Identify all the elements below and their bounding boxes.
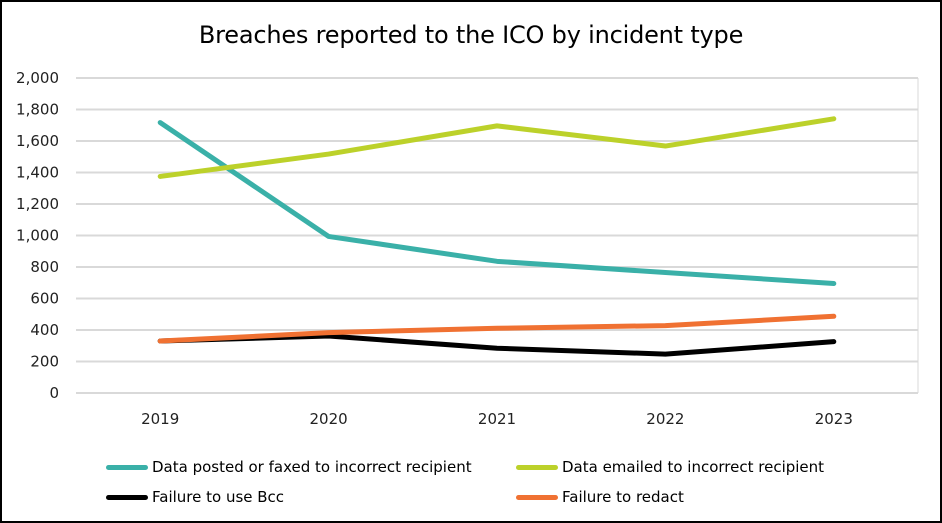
y-tick-label: 200 bbox=[30, 353, 59, 371]
x-axis-tick-labels: 2019 2020 2021 2022 2023 bbox=[141, 410, 853, 428]
series-line-3 bbox=[157, 313, 837, 344]
y-axis-tick-labels: 0 200 400 600 800 1,000 1,200 1,400 1,600 1,800 2,… bbox=[16, 69, 59, 402]
y-tick-label: 1,400 bbox=[16, 164, 59, 182]
x-tick-label: 2020 bbox=[310, 410, 348, 428]
series-line-2 bbox=[157, 333, 837, 357]
y-tick-label: 1,000 bbox=[16, 227, 59, 245]
x-tick-label: 2019 bbox=[141, 410, 179, 428]
y-tick-label: 1,800 bbox=[16, 101, 59, 119]
y-tick-label: 2,000 bbox=[16, 69, 59, 87]
x-tick-label: 2022 bbox=[646, 410, 684, 428]
y-tick-label: 400 bbox=[30, 321, 59, 339]
series-line-1 bbox=[157, 116, 837, 179]
x-tick-label: 2021 bbox=[478, 410, 516, 428]
x-tick-label: 2023 bbox=[815, 410, 853, 428]
y-tick-label: 0 bbox=[49, 384, 59, 402]
y-tick-label: 1,600 bbox=[16, 132, 59, 150]
chart-title: Breaches reported to the ICO by incident… bbox=[198, 21, 744, 49]
y-tick-label: 1,200 bbox=[16, 195, 59, 213]
y-tick-label: 800 bbox=[30, 258, 59, 276]
series-lines bbox=[157, 116, 837, 357]
y-tick-label: 600 bbox=[30, 290, 59, 308]
